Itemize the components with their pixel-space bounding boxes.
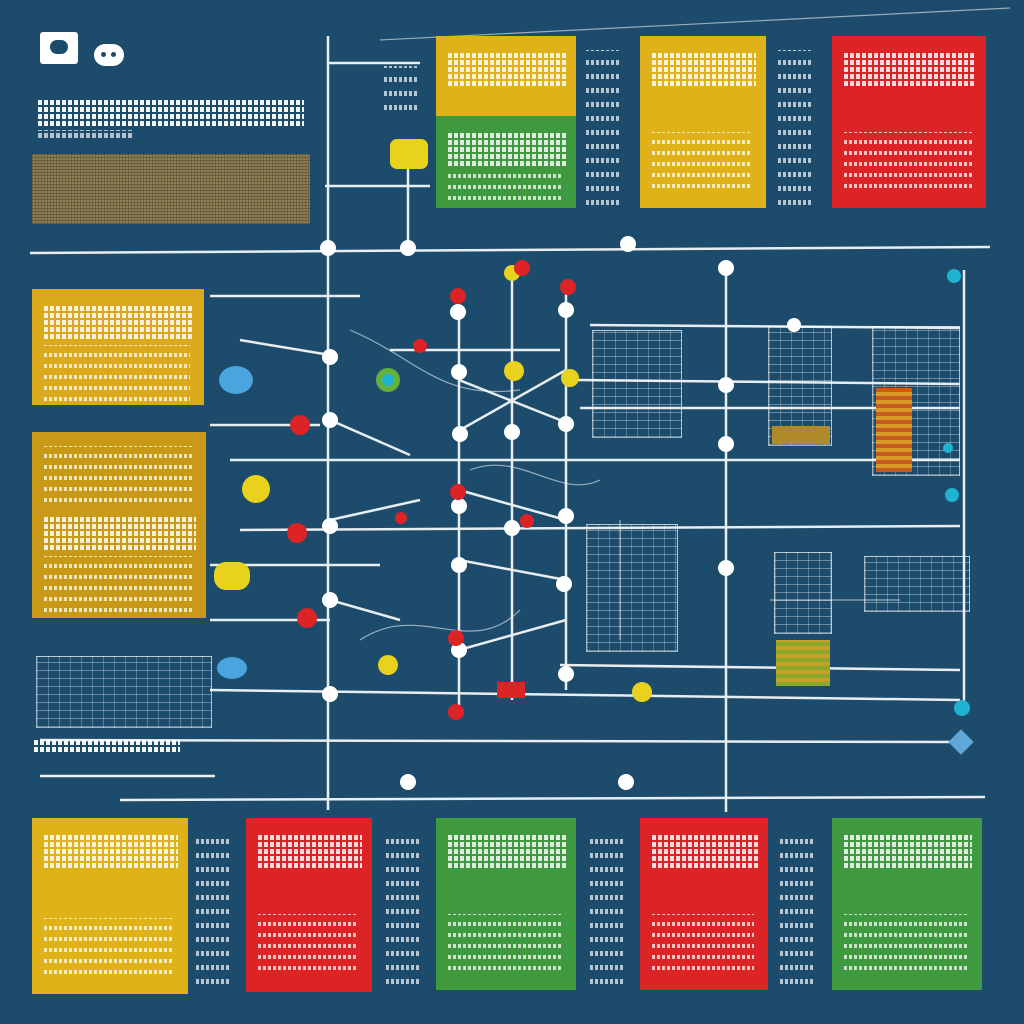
junction-node xyxy=(556,576,572,592)
equipment-panel xyxy=(774,552,832,634)
top-card-red xyxy=(832,36,986,208)
junction-node xyxy=(787,318,801,332)
page-title-glyphs xyxy=(38,100,304,126)
junction-node xyxy=(718,377,734,393)
junction-node xyxy=(400,774,416,790)
yellow-node xyxy=(632,682,652,702)
red-node xyxy=(413,339,427,353)
label-strip xyxy=(196,834,230,984)
left-card-yellow xyxy=(32,289,204,405)
red-node xyxy=(450,484,466,500)
indicator-bar xyxy=(776,640,830,686)
junction-node xyxy=(620,236,636,252)
bottom-card-green-1 xyxy=(436,818,576,990)
junction-node xyxy=(558,416,574,432)
bottom-card-red-1 xyxy=(246,818,372,992)
speech-bubble-icon xyxy=(94,44,124,66)
textured-panel xyxy=(32,154,310,224)
junction-node xyxy=(451,642,467,658)
junction-node xyxy=(452,426,468,442)
red-node xyxy=(560,279,576,295)
junction-node xyxy=(451,364,467,380)
cyan-node xyxy=(954,700,970,716)
bottom-card-green-2 xyxy=(832,818,982,990)
red-node xyxy=(287,523,307,543)
junction-node xyxy=(504,424,520,440)
red-node xyxy=(497,682,525,698)
junction-node xyxy=(322,592,338,608)
label-strip xyxy=(384,66,418,110)
junction-node xyxy=(718,560,734,576)
yellow-node xyxy=(214,562,250,590)
junction-node xyxy=(322,349,338,365)
equipment-panel xyxy=(586,524,678,652)
yellow-node xyxy=(390,139,428,169)
junction-node xyxy=(451,557,467,573)
bottom-card-red-2 xyxy=(640,818,768,990)
left-card-mustard xyxy=(32,432,206,618)
junction-node xyxy=(718,436,734,452)
subtitle-glyphs xyxy=(38,130,134,138)
label-strip xyxy=(590,834,624,984)
left-info-panel xyxy=(36,656,212,728)
red-node xyxy=(448,630,464,646)
label-strip xyxy=(386,834,420,984)
top-card-green xyxy=(436,116,576,208)
top-card-yellow-2 xyxy=(640,36,766,208)
diamond-node xyxy=(948,729,974,755)
junction-node xyxy=(558,302,574,318)
junction-node xyxy=(400,240,416,256)
green-node xyxy=(382,374,394,386)
red-node xyxy=(520,514,534,528)
junction-node xyxy=(718,260,734,276)
junction-node xyxy=(618,774,634,790)
junction-node xyxy=(558,666,574,682)
label-strip xyxy=(778,50,812,205)
junction-node xyxy=(451,498,467,514)
junction-node xyxy=(320,240,336,256)
cyan-node xyxy=(945,488,959,502)
yellow-node xyxy=(378,655,398,675)
blue-node xyxy=(217,657,247,679)
yellow-node xyxy=(504,361,524,381)
junction-node xyxy=(450,304,466,320)
equipment-panel xyxy=(768,326,832,446)
label-strip xyxy=(780,834,814,984)
red-node xyxy=(448,704,464,720)
cyan-node xyxy=(947,269,961,283)
blue-node xyxy=(219,366,253,394)
top-card-yellow-1 xyxy=(436,36,576,116)
indicator-bar xyxy=(772,426,830,444)
equipment-panel xyxy=(864,556,970,612)
red-node xyxy=(450,288,466,304)
camera-icon xyxy=(40,32,78,64)
red-node xyxy=(514,260,530,276)
indicator-bar xyxy=(876,388,912,472)
left-caption-glyphs xyxy=(34,738,180,752)
junction-node xyxy=(322,686,338,702)
cyan-node xyxy=(943,443,953,453)
red-node xyxy=(395,512,407,524)
label-strip xyxy=(586,50,620,205)
red-node xyxy=(297,608,317,628)
yellow-node xyxy=(561,369,579,387)
junction-node xyxy=(322,518,338,534)
junction-node xyxy=(558,508,574,524)
yellow-node xyxy=(242,475,270,503)
bottom-card-yellow xyxy=(32,818,188,994)
equipment-panel xyxy=(592,330,682,438)
junction-node xyxy=(322,412,338,428)
junction-node xyxy=(504,520,520,536)
red-node xyxy=(290,415,310,435)
